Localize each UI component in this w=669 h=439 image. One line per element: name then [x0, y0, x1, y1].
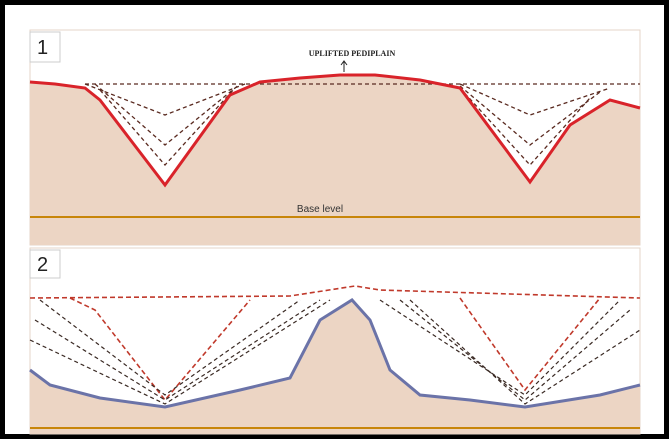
label-box: [29, 31, 61, 63]
caption: UPLIFTED PEDIPLAIN: [309, 49, 396, 58]
label-box: [29, 249, 61, 279]
base-level-label: Base level: [297, 204, 343, 215]
terrain: [30, 75, 640, 245]
profile: [29, 298, 641, 409]
terrain: [30, 300, 640, 434]
uplift-arrow: [340, 60, 348, 72]
former-profiles-dark: [29, 299, 641, 405]
panel-2: 2: [29, 247, 641, 435]
panel-label: 2: [37, 254, 48, 276]
former-profiles-red: [29, 285, 641, 402]
former-profiles: [84, 83, 640, 166]
panel-label: 1: [37, 37, 48, 59]
profile: [29, 73, 641, 188]
panel-1: Base level UPLIFTED PEDIPLAIN 1: [29, 29, 641, 246]
